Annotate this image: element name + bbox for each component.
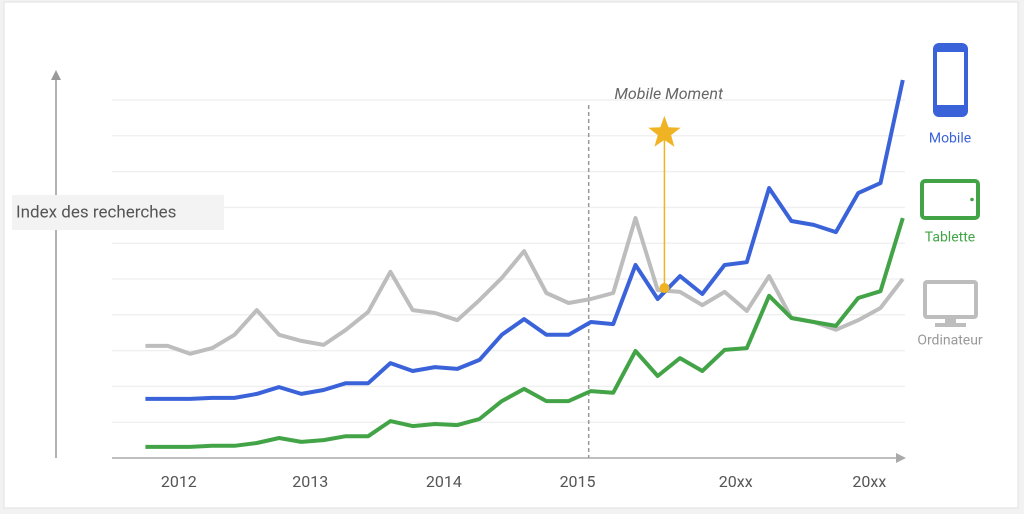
legend-label: Mobile <box>929 131 971 147</box>
x-tick-label: 2015 <box>560 472 596 491</box>
x-tick-label: 2013 <box>292 472 328 491</box>
tablet-icon <box>920 179 980 220</box>
annotation-text: Mobile Moment <box>614 84 724 103</box>
legend-label: Tablette <box>925 230 975 246</box>
x-tick-label: 2014 <box>426 472 462 491</box>
y-axis-label: Index des recherches <box>16 202 176 222</box>
x-tick-label: 2012 <box>161 472 197 491</box>
series-line <box>145 79 905 401</box>
monitor-icon <box>923 280 978 319</box>
y-axis-arrow <box>51 70 61 80</box>
marker-star <box>648 115 681 147</box>
phone-screen <box>937 52 964 105</box>
legend-label: Ordinateur <box>917 333 983 349</box>
y-label-box <box>12 195 224 230</box>
monitor-base <box>935 323 966 327</box>
x-axis-arrow <box>896 453 906 463</box>
x-tick-label: 20xx <box>852 472 886 491</box>
series-line <box>145 216 905 356</box>
card <box>3 1 1019 509</box>
legend-icons <box>920 43 980 327</box>
monitor-neck <box>945 318 956 324</box>
marker-dot <box>659 282 670 293</box>
tablet-button <box>970 197 974 202</box>
x-tick-label: 20xx <box>719 472 753 491</box>
series-line <box>145 217 905 449</box>
